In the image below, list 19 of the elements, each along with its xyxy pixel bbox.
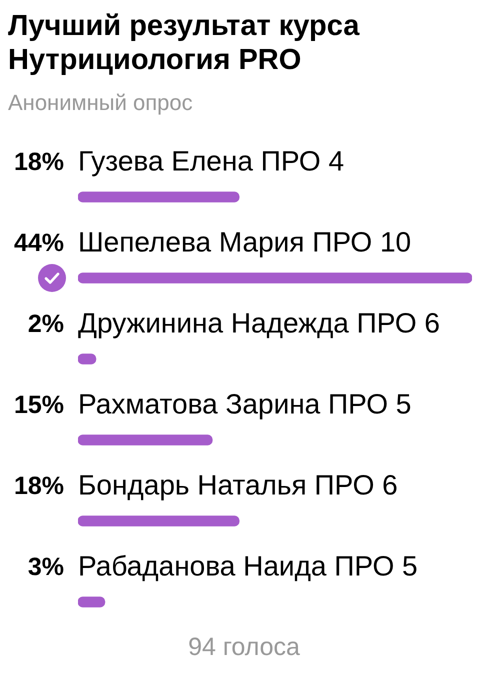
bar (78, 434, 213, 446)
bar (78, 272, 472, 284)
y-tick-label: Дружинина Надежда ПРО 6 (78, 308, 440, 339)
y-tick-label: Шепелева Мария ПРО 10 (78, 226, 412, 258)
chart-title: Лучший результат курса Нутрициология PRO (8, 9, 360, 77)
y-tick-label: Бондарь Наталья ПРО 6 (78, 470, 398, 501)
y-tick-label: Гузева Елена ПРО 4 (78, 146, 344, 177)
bar (78, 516, 240, 526)
data-label: 18% (14, 472, 64, 500)
data-label: 3% (28, 552, 64, 581)
y-tick-label: Рахматова Зарина ПРО 5 (78, 388, 412, 420)
text: 94 голоса (188, 632, 300, 661)
chart-subtitle: Анонимный опрос (8, 89, 193, 117)
y-tick-label: Рабаданова Наида ПРО 5 (78, 550, 418, 582)
data-label: 2% (28, 310, 64, 338)
bar (78, 192, 240, 202)
data-label: 44% (14, 228, 64, 257)
data-label: 18% (14, 148, 64, 176)
data-label: 15% (14, 390, 64, 419)
